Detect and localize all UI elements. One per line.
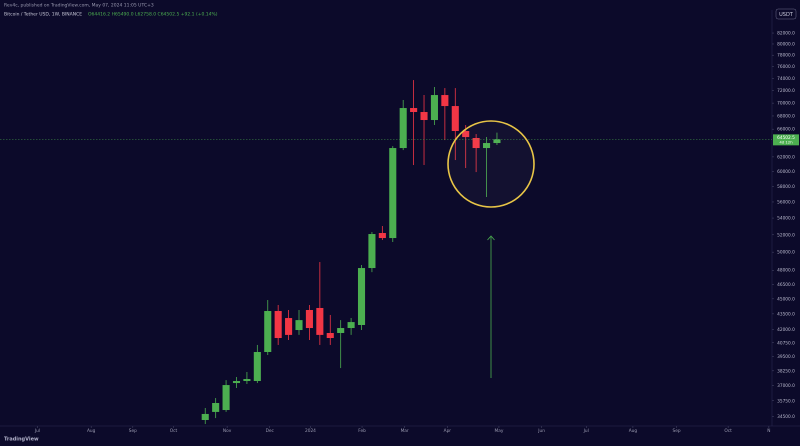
x-tick-label: Aug [629,428,638,434]
y-tick-label: 70000.0 [777,101,795,107]
y-tick-label: 40750.0 [777,340,795,346]
candle-body [285,318,293,335]
candle-body [357,268,366,325]
y-tick-label: 68000.0 [777,113,795,119]
y-tick-label: 82000.0 [777,31,795,37]
y-tick-label: 45000.0 [777,296,795,302]
y-tick-label: 80000.0 [777,41,795,47]
candle-body [451,106,459,132]
candle-body [253,352,261,382]
x-tick-label: Dec [266,428,275,434]
candle-body [305,309,313,329]
candle-body [316,307,324,335]
chart-title: Bitcoin / Tether USD, 1W, BINANCE [4,12,82,18]
y-tick-label: 58000.0 [777,184,795,190]
y-tick-label: 34500.0 [777,414,795,420]
y-tick-label: 43500.0 [777,311,795,317]
x-tick-label: Jun [537,428,545,434]
y-tick-label: 72000.0 [777,88,795,94]
x-tick-label: Feb [358,428,366,434]
y-tick-label: 52000.0 [777,232,795,238]
y-tick-label: 48000.0 [777,268,795,274]
x-tick-label: Sep [673,428,681,434]
candle-body [482,143,491,149]
candle-body [462,131,470,138]
candle-body [295,320,303,331]
y-tick-label: 74000.0 [777,76,795,82]
candle-body [420,112,428,121]
y-tick-label: 37000.0 [777,383,795,389]
x-tick-label: 2024 [305,428,316,434]
candle-body [274,311,282,339]
arrow-head [487,235,495,241]
candle-body [326,332,334,339]
y-tick-label: 50000.0 [777,250,795,256]
y-tick-label: 39500.0 [777,354,795,360]
y-tick-label: 66000.0 [777,127,795,133]
currency[interactable]: USDT [779,12,794,18]
last-price-box [773,134,799,146]
y-tick-label: 78000.0 [777,53,795,59]
y-tick-label: 42000.0 [777,327,795,333]
x-tick-label: Sep [129,428,137,434]
candle-body [389,148,397,239]
candle-body [212,402,220,412]
x-tick-label: Oct [724,428,732,434]
candle-body [201,413,209,421]
x-tick-label: Aug [87,428,96,434]
ohlc-header: O64416.2 H65490.0 L62758.0 C64502.5 +92.… [88,12,218,18]
currency-box[interactable] [775,8,797,20]
candle-body [264,311,272,353]
x-tick-label: N [767,428,770,434]
x-tick-label: May [494,428,503,434]
candle-body [243,379,251,382]
candle-body [347,322,355,329]
candle-body [430,95,438,121]
x-tick-label: Nov [223,428,232,434]
logo[interactable]: TradingView [4,437,39,443]
y-tick-label: 76000.0 [777,64,795,70]
candle-body [232,381,241,384]
x-tick-label: Mar [401,428,409,434]
candle-body [368,234,376,269]
x-tick-label: Jul [583,428,589,434]
candle-body [378,233,386,239]
y-tick-label: 46500.0 [777,282,795,288]
candle-body [472,138,480,149]
y-tick-label: 62000.0 [777,154,795,160]
candle-body [493,139,501,144]
candle-body [399,108,407,149]
countdown: 4d 12h [779,139,793,144]
candle-body [441,95,449,107]
candle-body [222,385,230,411]
x-tick-label: Oct [170,428,178,434]
candle-body [410,108,418,113]
last-price-label: 64502.5 [777,135,795,141]
y-tick-label: 56000.0 [777,199,795,205]
y-tick-label: 35750.0 [777,398,795,404]
y-tick-label: 60000.0 [777,169,795,175]
highlight-circle [447,120,535,208]
byline: Rev4c, published on TradingView.com, May… [4,3,154,9]
candle-body [337,328,345,333]
x-tick-label: Jul [34,428,40,434]
y-tick-label: 38250.0 [777,368,795,374]
x-tick-label: Apr [444,428,452,434]
y-tick-label: 54000.0 [777,216,795,222]
